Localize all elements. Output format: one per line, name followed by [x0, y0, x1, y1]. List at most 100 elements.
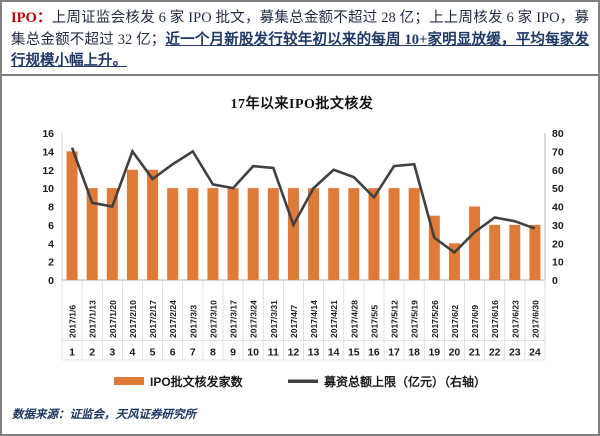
bar: [448, 243, 460, 280]
ipo-label: IPO：: [11, 10, 52, 26]
index-label: 20: [449, 347, 461, 359]
bar: [86, 188, 98, 280]
commentary-text: 上周证监会核发 6 家 IPO 批文，募集总金额不超过 28 亿；上上周核发 6…: [11, 10, 590, 48]
date-label: 2017/5/19: [410, 300, 420, 338]
bar: [428, 215, 440, 280]
line-series: [70, 147, 536, 255]
bar: [408, 188, 420, 280]
bar: [167, 188, 179, 280]
left-axis-tick-label: 16: [42, 128, 54, 140]
index-label: 1: [69, 347, 75, 359]
right-axis-tick-label: 10: [552, 257, 564, 269]
date-label: 2017/3/3: [188, 305, 198, 338]
index-label: 9: [230, 347, 236, 359]
bar: [469, 206, 481, 280]
bar: [509, 224, 521, 280]
right-axis-tick-label: 80: [552, 128, 564, 140]
chart-title: 17年以来IPO批文核发: [230, 97, 374, 112]
index-label: 10: [247, 347, 259, 359]
right-axis-tick-label: 20: [552, 238, 564, 250]
right-axis-tick-label: 50: [552, 183, 564, 195]
bar: [126, 169, 138, 280]
date-label: 2017/3/10: [208, 300, 218, 338]
index-label: 15: [348, 347, 360, 359]
date-label: 2017/3/17: [229, 300, 239, 338]
date-label: 2017/3/24: [249, 300, 259, 338]
source-note: 数据来源：证监会，天风证券研究所: [12, 409, 196, 421]
index-label: 11: [268, 347, 279, 359]
ipo-chart: 0246810121416010203040506070802017/1/612…: [42, 128, 564, 389]
date-label: 2017/2/24: [168, 300, 178, 338]
date-label: 2017/6/30: [530, 300, 540, 338]
date-label: 2017/3/31: [269, 300, 279, 338]
date-label: 2017/4/14: [309, 300, 319, 338]
bar: [328, 188, 340, 280]
bar: [66, 151, 78, 280]
bar: [267, 188, 279, 280]
index-label: 23: [509, 347, 521, 359]
index-label: 2: [89, 347, 95, 359]
bar: [187, 188, 199, 280]
bar: [247, 188, 259, 280]
index-label: 22: [489, 347, 501, 359]
index-label: 4: [130, 347, 136, 359]
legend-line-label: 募资总额上限（亿元）（右轴）: [323, 374, 486, 389]
right-axis-tick-label: 0: [552, 275, 558, 287]
index-label: 16: [368, 347, 380, 359]
date-label: 2017/6/16: [490, 300, 500, 338]
bar: [207, 188, 219, 280]
date-label: 2017/5/12: [390, 300, 400, 338]
date-label: 2017/1/6: [68, 305, 78, 338]
date-label: 2017/4/7: [289, 305, 299, 338]
date-label: 2017/1/20: [108, 300, 118, 338]
bar: [308, 188, 320, 280]
index-label: 18: [408, 347, 420, 359]
date-label: 2017/6/9: [470, 305, 480, 338]
left-axis-tick-label: 12: [42, 165, 54, 177]
index-label: 17: [388, 347, 400, 359]
index-label: 7: [190, 347, 196, 359]
date-label: 2017/2/10: [128, 300, 138, 338]
date-label: 2017/2/17: [148, 300, 158, 338]
index-label: 21: [469, 347, 481, 359]
index-label: 24: [529, 347, 541, 359]
date-label: 2017/6/2: [450, 305, 460, 338]
right-axis-tick-label: 30: [552, 220, 564, 232]
left-axis-tick-label: 2: [48, 257, 54, 269]
date-label: 2017/4/21: [329, 300, 339, 338]
left-axis-tick-label: 14: [42, 146, 54, 158]
left-axis-tick-label: 4: [48, 238, 54, 250]
index-label: 8: [210, 347, 216, 359]
index-label: 3: [109, 347, 115, 359]
date-label: 2017/4/28: [349, 300, 359, 338]
bar: [287, 188, 299, 280]
bar: [529, 224, 541, 280]
legend-line-swatch: [288, 379, 318, 383]
right-axis-tick-label: 40: [552, 202, 564, 214]
left-axis-tick-label: 6: [48, 220, 54, 232]
index-label: 13: [308, 347, 320, 359]
bar: [489, 224, 501, 280]
index-label: 12: [288, 347, 300, 359]
bar: [227, 188, 239, 280]
legend-bar-label: IPO批文核发家数: [150, 374, 244, 389]
bar: [106, 188, 118, 280]
left-axis-tick-label: 0: [48, 275, 54, 287]
right-axis-tick-label: 60: [552, 165, 564, 177]
bar: [147, 169, 159, 280]
date-label: 2017/1/13: [88, 300, 98, 338]
date-label: 2017/6/23: [510, 300, 520, 338]
commentary-highlight: 近一个月新股发行较年初以来的每周 10+家明显放缓，平均每家发行规模小幅上升。: [11, 31, 589, 70]
left-axis-tick-label: 10: [42, 183, 54, 195]
index-label: 6: [170, 347, 176, 359]
left-axis-tick-label: 8: [48, 202, 54, 214]
bar: [348, 188, 360, 280]
index-label: 5: [150, 347, 156, 359]
index-label: 14: [328, 347, 340, 359]
bar: [388, 188, 400, 280]
index-label: 19: [428, 347, 440, 359]
date-label: 2017/5/26: [430, 300, 440, 338]
legend-bar-swatch: [114, 377, 144, 385]
commentary-box: IPO：上周证监会核发 6 家 IPO 批文，募集总金额不超过 28 亿；上上周…: [2, 2, 598, 76]
